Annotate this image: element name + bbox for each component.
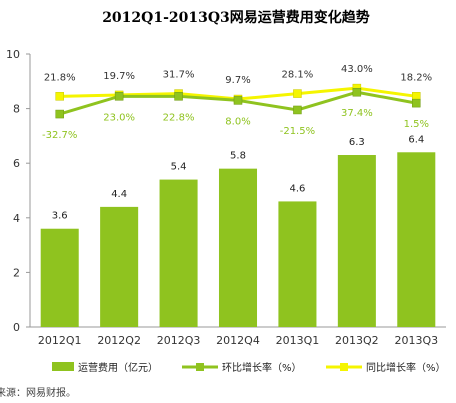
legend-yoy-marker bbox=[340, 363, 348, 371]
yoy-label: 31.7% bbox=[163, 70, 195, 81]
legend-qoq-marker bbox=[196, 363, 204, 371]
qoq-point bbox=[55, 109, 64, 119]
x-tick-label: 2013Q2 bbox=[335, 334, 379, 347]
yoy-label: 18.2% bbox=[400, 72, 432, 83]
x-tick-label: 2013Q1 bbox=[276, 334, 320, 347]
line-labels: 21.8% 19.7% 31.7% 9.7% 28.1% 43.0% 18.2% -32.7%… bbox=[42, 64, 432, 141]
y-tick-label: 10 bbox=[6, 48, 20, 61]
bar bbox=[40, 228, 79, 327]
x-tick-label: 2012Q1 bbox=[38, 334, 82, 347]
yoy-point bbox=[293, 89, 302, 98]
bar-value-label: 6.4 bbox=[408, 134, 424, 145]
y-tick-label: 0 bbox=[13, 321, 20, 334]
source-note: 来源：网易财报。 bbox=[0, 386, 76, 399]
qoq-label: 8.0% bbox=[225, 116, 250, 127]
bar-labels: 3.6 4.4 5.4 5.8 4.6 6.3 6.4 bbox=[52, 134, 424, 221]
x-tick-label: 2013Q3 bbox=[394, 334, 438, 347]
bar-value-label: 5.4 bbox=[171, 162, 187, 173]
legend: 运营费用（亿元） 环比增长率（%） 同比增长率（%） bbox=[52, 361, 446, 374]
y-tick-label: 8 bbox=[13, 103, 20, 116]
bar-value-label: 4.6 bbox=[289, 183, 305, 194]
qoq-label: 37.4% bbox=[341, 108, 373, 119]
qoq-point bbox=[114, 92, 124, 101]
y-tick-label: 4 bbox=[13, 212, 20, 225]
qoq-label: -32.7% bbox=[42, 130, 77, 141]
lines bbox=[55, 83, 421, 119]
axes: 0 2 4 6 8 10 2012Q1 2012Q2 2012Q3 2012Q4 2013Q1 201… bbox=[6, 48, 446, 347]
x-tick-label: 2012Q4 bbox=[216, 334, 260, 347]
y-tick-label: 6 bbox=[13, 157, 20, 170]
x-tick-label: 2012Q3 bbox=[157, 334, 201, 347]
y-tick-label: 2 bbox=[13, 266, 20, 279]
qoq-label: 22.8% bbox=[163, 112, 195, 123]
qoq-label: -21.5% bbox=[280, 126, 315, 137]
yoy-label: 19.7% bbox=[103, 71, 135, 82]
bar bbox=[218, 168, 258, 327]
legend-qoq-label: 环比增长率（%） bbox=[222, 361, 302, 374]
chart-title: 2012Q1-2013Q3网易运营费用变化趋势 bbox=[102, 9, 370, 26]
qoq-label: 23.0% bbox=[103, 112, 135, 123]
qoq-point bbox=[174, 92, 183, 101]
legend-yoy-label: 同比增长率（%） bbox=[366, 361, 446, 374]
yoy-label: 43.0% bbox=[341, 64, 373, 75]
bar bbox=[159, 179, 198, 327]
x-tick-label: 2012Q2 bbox=[97, 334, 141, 347]
bars bbox=[40, 152, 436, 327]
yoy-label: 28.1% bbox=[282, 70, 314, 81]
yoy-point bbox=[55, 92, 64, 101]
bar bbox=[397, 152, 436, 327]
yoy-label: 9.7% bbox=[225, 75, 250, 86]
qoq-point bbox=[352, 87, 362, 97]
qoq-point bbox=[293, 105, 302, 115]
qoq-label: 1.5% bbox=[404, 119, 429, 130]
bar bbox=[278, 201, 317, 327]
bar-value-label: 4.4 bbox=[111, 189, 127, 200]
bar bbox=[337, 155, 376, 327]
bar-value-label: 3.6 bbox=[52, 211, 68, 222]
legend-bar-swatch bbox=[52, 362, 74, 371]
bar-value-label: 6.3 bbox=[349, 137, 365, 148]
bar bbox=[100, 206, 139, 327]
bar-value-label: 5.8 bbox=[230, 151, 246, 162]
qoq-point bbox=[412, 98, 421, 108]
legend-bar-label: 运营费用（亿元） bbox=[78, 361, 158, 374]
yoy-label: 21.8% bbox=[44, 72, 76, 83]
qoq-point bbox=[233, 96, 243, 105]
